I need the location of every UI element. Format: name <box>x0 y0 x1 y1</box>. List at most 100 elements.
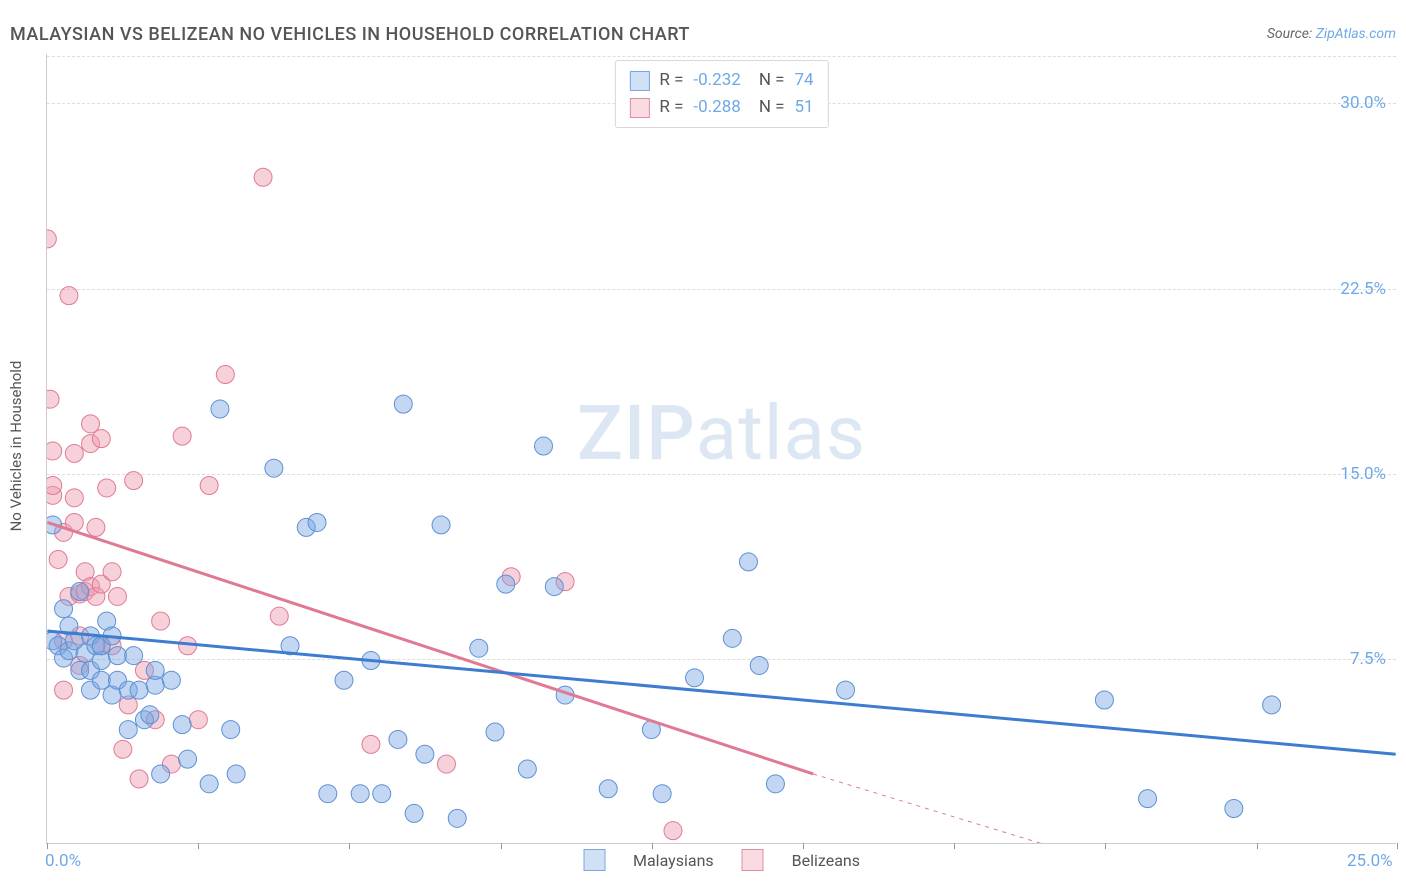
data-point <box>1139 790 1157 808</box>
stats-row-2: R = -0.288 N = 51 <box>629 94 813 121</box>
data-point <box>173 716 191 734</box>
data-point <box>47 476 62 494</box>
swatch-pink-icon <box>742 849 764 871</box>
data-point <box>335 671 353 689</box>
data-point <box>47 230 56 248</box>
data-point <box>405 804 423 822</box>
watermark: ZIPatlas <box>577 388 866 478</box>
data-point <box>60 642 78 660</box>
y-tick-label: 7.5% <box>1350 649 1386 669</box>
gridline-h <box>47 659 1396 660</box>
x-tick <box>1397 843 1398 849</box>
y-axis-label: No Vehicles in Household <box>7 361 25 532</box>
data-point <box>114 740 132 758</box>
data-point <box>103 637 121 655</box>
stats-r-value: -0.288 <box>693 94 740 121</box>
data-point <box>119 681 137 699</box>
data-point <box>71 583 89 601</box>
data-point <box>556 686 574 704</box>
data-point <box>432 516 450 534</box>
data-point <box>227 765 245 783</box>
data-point <box>82 681 100 699</box>
data-point <box>146 661 164 679</box>
data-point <box>486 723 504 741</box>
data-point <box>87 637 105 655</box>
data-point <box>497 575 515 593</box>
stats-n-value: 74 <box>795 67 814 94</box>
data-point <box>351 785 369 803</box>
data-point <box>653 785 671 803</box>
y-tick-label: 15.0% <box>1340 464 1386 484</box>
stats-r-label: R = <box>659 94 683 121</box>
data-point <box>125 647 143 665</box>
data-point <box>92 430 110 448</box>
gridline-h <box>47 289 1396 290</box>
data-point <box>103 686 121 704</box>
data-point <box>254 168 272 186</box>
data-point <box>76 563 94 581</box>
data-point <box>65 632 83 650</box>
data-point <box>664 822 682 840</box>
data-point <box>686 669 704 687</box>
data-point <box>119 696 137 714</box>
data-point <box>766 775 784 793</box>
data-point <box>65 444 83 462</box>
legend-label-1: Malaysians <box>633 851 714 870</box>
gridline-h <box>47 56 1396 57</box>
data-point <box>130 770 148 788</box>
source-link[interactable]: ZipAtlas.com <box>1316 26 1396 42</box>
data-point <box>65 513 83 531</box>
data-point <box>76 583 94 601</box>
data-point <box>837 681 855 699</box>
data-point <box>135 661 153 679</box>
data-point <box>179 750 197 768</box>
stats-r-label: R = <box>659 67 683 94</box>
x-tick <box>349 843 350 849</box>
regression-line <box>47 522 813 773</box>
data-point <box>65 489 83 507</box>
data-point <box>98 612 116 630</box>
data-point <box>47 390 59 408</box>
data-point <box>308 513 326 531</box>
stats-legend: R = -0.232 N = 74 R = -0.288 N = 51 <box>614 60 828 128</box>
stats-n-label: N = <box>759 94 785 121</box>
data-point <box>739 553 757 571</box>
data-point <box>437 755 455 773</box>
regression-line <box>47 631 1395 754</box>
data-point <box>162 755 180 773</box>
data-point <box>98 479 116 497</box>
data-point <box>119 721 137 739</box>
data-point <box>146 676 164 694</box>
data-point <box>373 785 391 803</box>
source-prefix: Source: <box>1267 26 1316 42</box>
data-point <box>723 629 741 647</box>
data-point <box>518 760 536 778</box>
data-point <box>216 366 234 384</box>
data-point <box>82 661 100 679</box>
x-tick <box>954 843 955 849</box>
swatch-blue-icon <box>583 849 605 871</box>
x-tick <box>47 843 48 849</box>
data-point <box>55 681 73 699</box>
data-point <box>71 585 89 603</box>
data-point <box>47 486 62 504</box>
y-tick-label: 22.5% <box>1340 279 1386 299</box>
x-tick <box>501 843 502 849</box>
swatch-blue-icon <box>629 71 649 91</box>
data-point <box>1263 696 1281 714</box>
data-point <box>416 745 434 763</box>
data-point <box>222 721 240 739</box>
data-point <box>535 437 553 455</box>
data-point <box>71 661 89 679</box>
data-point <box>82 578 100 596</box>
legend-label-2: Belizeans <box>792 851 860 870</box>
data-point <box>162 671 180 689</box>
data-point <box>281 637 299 655</box>
data-point <box>71 627 89 645</box>
chart-title: MALAYSIAN VS BELIZEAN NO VEHICLES IN HOU… <box>10 24 690 45</box>
data-point <box>470 639 488 657</box>
source-label: Source: ZipAtlas.com <box>1267 26 1396 42</box>
chart-plot-area: ZIPatlas R = -0.232 N = 74 R = -0.288 N … <box>46 54 1396 844</box>
data-point <box>60 587 78 605</box>
data-point <box>362 735 380 753</box>
